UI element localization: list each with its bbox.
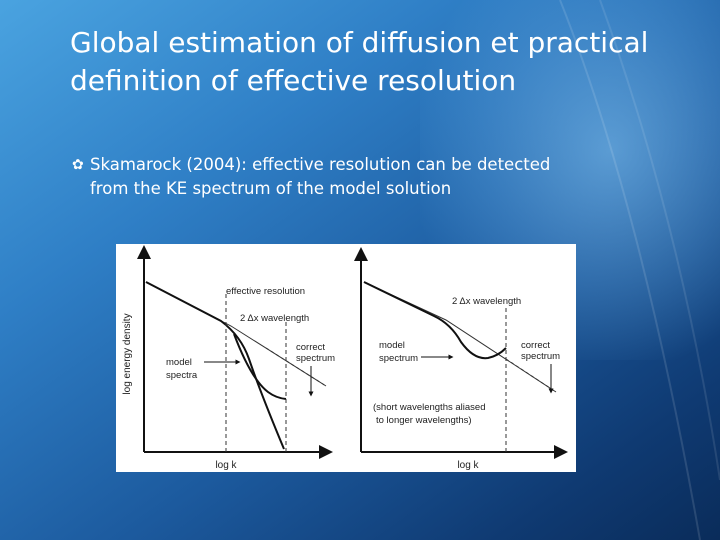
bullet-text-line-1: Skamarock (2004): effective resolution c… xyxy=(90,155,551,174)
left-model-label-1: model xyxy=(166,357,192,368)
left-correct-label-1: correct xyxy=(296,342,325,353)
left-correct-label-2: spectrum xyxy=(296,353,335,364)
spectrum-diagram: log energy density effective resolution … xyxy=(122,245,568,471)
right-x-axis-label: log k xyxy=(457,460,479,471)
left-model-label-2: spectra xyxy=(166,370,198,381)
right-model-label-1: model xyxy=(379,340,405,351)
right-model-label-2: spectrum xyxy=(379,353,418,364)
bullet-item: ✿ Skamarock (2004): effective resolution… xyxy=(72,153,672,201)
spectrum-figure: log energy density effective resolution … xyxy=(116,244,576,472)
left-model-spectrum-curve-2 xyxy=(233,333,287,400)
right-note-line-1: (short wavelengths aliased xyxy=(373,402,485,413)
bullet-icon: ✿ xyxy=(72,157,84,173)
left-effective-resolution-label: effective resolution xyxy=(226,286,305,297)
right-wavelength-label: 2 Δx wavelength xyxy=(452,296,521,307)
title-line-2: definition of effective resolution xyxy=(70,64,517,97)
left-x-axis-label: log k xyxy=(215,460,237,471)
right-note-line-2: to longer wavelengths) xyxy=(376,415,472,426)
left-wavelength-label: 2 Δx wavelength xyxy=(240,313,309,324)
right-correct-label-1: correct xyxy=(521,340,550,351)
title-line-1: Global estimation of diffusion et practi… xyxy=(70,26,649,59)
left-model-spectrum-curve-1 xyxy=(145,281,285,450)
right-correct-spectrum-dashed xyxy=(505,358,557,393)
right-correct-label-2: spectrum xyxy=(521,351,560,362)
right-model-spectrum-curve xyxy=(363,281,507,360)
left-panel: log energy density effective resolution … xyxy=(122,245,335,471)
slide-title: Global estimation of diffusion et practi… xyxy=(70,24,700,100)
bullet-text-line-2: from the KE spectrum of the model soluti… xyxy=(90,179,452,198)
left-y-axis-label: log energy density xyxy=(122,313,133,394)
right-panel: 2 Δx wavelength model spectrum correct s… xyxy=(354,247,568,471)
